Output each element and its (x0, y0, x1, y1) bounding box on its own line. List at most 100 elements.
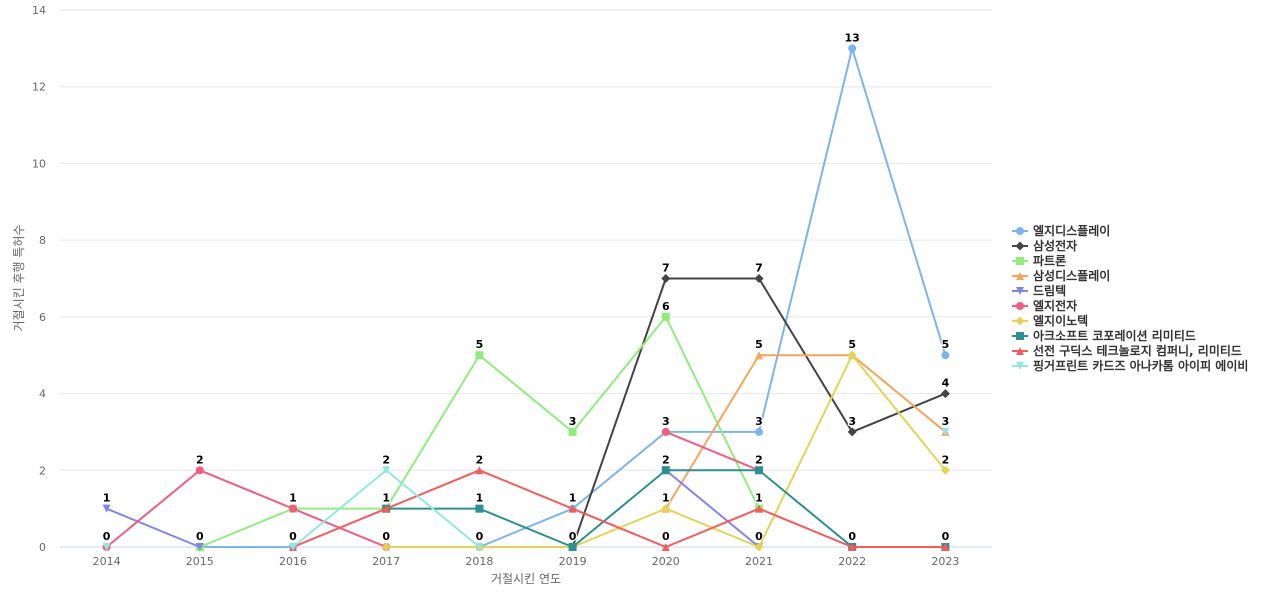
legend-item[interactable]: 파트론 (1012, 253, 1066, 268)
legend-label: 엘지전자 (1033, 298, 1077, 313)
series-point (475, 351, 484, 360)
x-tick-label: 2020 (652, 555, 680, 568)
series-point (755, 427, 763, 436)
legend-marker (1016, 272, 1024, 280)
series-line (292, 469, 947, 548)
series-group (289, 466, 950, 551)
data-label: 0 (289, 530, 297, 543)
series-point (755, 351, 763, 360)
x-tick-label: 2022 (838, 555, 866, 568)
series-point (848, 543, 857, 551)
legend-item[interactable]: 삼성디스플레이 (1012, 268, 1110, 283)
legend-item[interactable]: 아크소프트 코포레이션 리미티드 (1012, 328, 1196, 343)
series-point (475, 466, 484, 475)
legend-item[interactable]: 엘지전자 (1012, 298, 1077, 313)
data-label: 2 (382, 453, 390, 466)
data-label: 13 (845, 31, 860, 44)
data-label: 3 (942, 415, 950, 428)
series-point (568, 427, 577, 436)
series-point (661, 427, 670, 436)
legend-label: 엘지디스플레이 (1033, 223, 1110, 238)
series-line (385, 354, 947, 548)
series-point (754, 542, 764, 552)
data-label: 0 (103, 530, 111, 543)
series-point (475, 504, 484, 513)
legend-label: 선전 구딕스 테크놀로지 컴퍼니, 리미티드 (1033, 343, 1242, 358)
data-label: 0 (848, 530, 856, 543)
series-point (755, 466, 763, 475)
data-label: 0 (382, 530, 390, 543)
legend-label: 파트론 (1033, 253, 1066, 268)
data-label: 0 (569, 530, 577, 543)
data-label: 3 (662, 415, 670, 428)
series-group (381, 350, 950, 552)
data-label: 2 (476, 453, 484, 466)
legend-label: 아크소프트 코포레이션 리미티드 (1033, 328, 1196, 343)
series-point (102, 504, 111, 513)
x-tick-label: 2021 (745, 555, 773, 568)
legend-item[interactable]: 선전 구딕스 테크놀로지 컴퍼니, 리미티드 (1012, 343, 1242, 358)
y-axis-ticks: 0 2 4 6 8 10 12 14 (32, 4, 46, 554)
series-line (478, 47, 947, 548)
series-point (661, 312, 670, 321)
data-label: 2 (755, 453, 763, 466)
data-label: 0 (942, 530, 950, 543)
data-label: 7 (662, 262, 670, 275)
legend-label: 드림텍 (1033, 283, 1066, 298)
data-label: 3 (569, 415, 577, 428)
legend-marker (1016, 362, 1024, 370)
data-label: 5 (476, 338, 484, 351)
legend-item[interactable]: 엘지이노텍 (1012, 313, 1088, 328)
x-axis-title: 거절시킨 연도 (491, 572, 561, 586)
legend-marker (1015, 241, 1025, 251)
series-point (848, 44, 857, 53)
series-line (664, 469, 760, 548)
series-point (661, 543, 670, 551)
x-tick-label: 2023 (931, 555, 959, 568)
series-line (664, 430, 760, 472)
series-point (568, 543, 577, 551)
y-tick-label: 6 (39, 311, 46, 324)
series-point (102, 543, 111, 551)
data-label: 1 (476, 492, 484, 505)
data-label: 6 (662, 300, 670, 313)
legend-marker (1016, 302, 1024, 310)
series-point (195, 466, 204, 475)
series-line (105, 507, 201, 548)
series-lines (102, 44, 950, 552)
x-tick-label: 2015 (186, 555, 214, 568)
series-point (754, 274, 764, 283)
legend-marker (1016, 287, 1024, 295)
legend-label: 핑거프린트 카드즈 아나카톰 아이피 에이비 (1033, 358, 1248, 373)
legend-item[interactable]: 드림텍 (1012, 283, 1066, 298)
data-label: 3 (848, 415, 856, 428)
data-label: 0 (662, 530, 670, 543)
series-point (661, 274, 671, 283)
legend-marker (1015, 316, 1025, 326)
legend-item[interactable]: 엘지디스플레이 (1012, 223, 1110, 238)
data-label: 2 (196, 453, 204, 466)
series-point (940, 389, 950, 399)
legend-marker (1016, 332, 1024, 340)
data-labels: 1 0 2 0 1 0 2 1 0 5 2 1 0 3 1 0 7 6 3 2 1 0 7 5 3 2 1 0 13 5 3 0 5 4 3 2 0 (102, 30, 951, 544)
legend-item[interactable]: 삼성전자 (1012, 238, 1077, 253)
series-point (755, 504, 763, 513)
data-label: 0 (476, 530, 484, 543)
data-label: 2 (942, 453, 950, 466)
series-point (940, 465, 950, 475)
data-label: 4 (942, 377, 950, 390)
x-tick-label: 2017 (372, 555, 400, 568)
series-point (382, 504, 391, 513)
legend-marker (1016, 227, 1024, 235)
x-axis-ticks: 2014 2015 2016 2017 2018 2019 2020 2021 2022 2023 (93, 555, 960, 568)
series-line (664, 354, 947, 510)
legend-item[interactable]: 핑거프린트 카드즈 아나카톰 아이피 에이비 (1012, 358, 1248, 373)
y-tick-label: 8 (39, 234, 46, 247)
data-label: 1 (103, 492, 111, 505)
data-label: 5 (755, 338, 763, 351)
x-tick-label: 2019 (559, 555, 587, 568)
legend-marker (1016, 347, 1024, 355)
